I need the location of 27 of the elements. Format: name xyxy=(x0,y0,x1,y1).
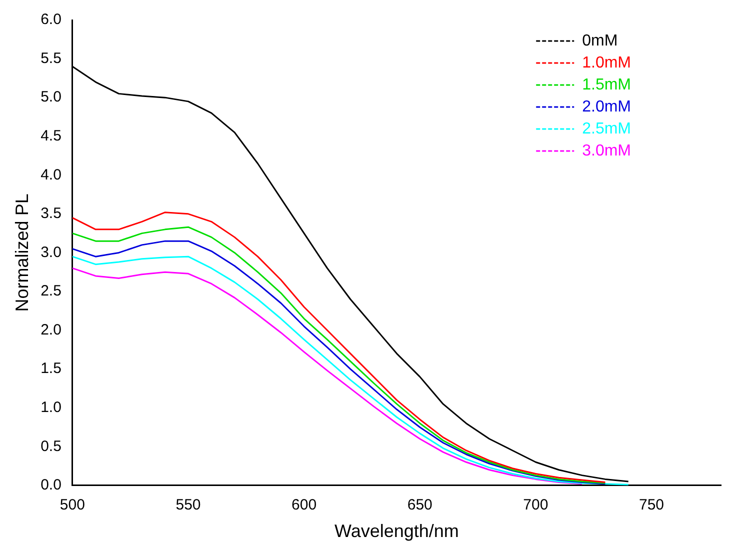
x-tick-label: 650 xyxy=(407,496,432,514)
x-tick-label: 600 xyxy=(292,496,317,514)
y-tick-label: 3.0 xyxy=(40,244,62,261)
legend-label: 2.0mM xyxy=(582,98,632,116)
legend-label: 1.0mM xyxy=(582,54,632,72)
y-tick-label: 1.0 xyxy=(40,398,62,416)
legend-label: 3.0mM xyxy=(582,142,632,160)
y-tick-label: 5.0 xyxy=(40,88,62,106)
y-tick-label: 0.0 xyxy=(40,476,62,494)
x-tick-label: 750 xyxy=(638,496,664,514)
x-axis-title: Wavelength/nm xyxy=(334,521,459,542)
y-axis-title: Normalized PL xyxy=(12,194,32,312)
y-tick-label: 2.5 xyxy=(40,282,62,300)
x-tick-label: 700 xyxy=(523,496,548,514)
y-tick-label: 4.5 xyxy=(40,127,62,144)
y-tick-label: 0.5 xyxy=(40,438,62,455)
y-tick-label: 4.0 xyxy=(40,166,62,184)
y-tick-label: 5.5 xyxy=(40,50,62,67)
x-tick-label: 500 xyxy=(60,496,85,514)
y-tick-label: 2.0 xyxy=(40,321,62,338)
y-tick-label: 3.5 xyxy=(40,205,62,222)
legend-label: 1.5mM xyxy=(582,76,632,94)
legend-label: 2.5mM xyxy=(582,120,632,138)
y-tick-label: 6.0 xyxy=(40,11,62,28)
y-tick-label: 1.5 xyxy=(40,360,62,378)
x-tick-label: 550 xyxy=(176,496,201,514)
legend-label: 0mM xyxy=(582,32,618,50)
